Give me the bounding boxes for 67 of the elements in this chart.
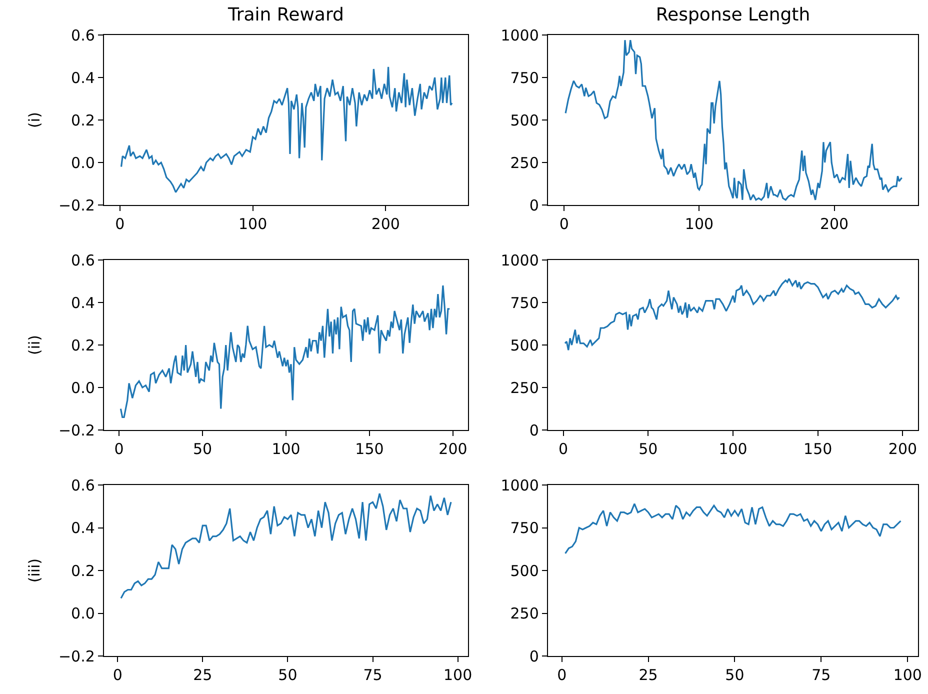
- x-tick-label: 100: [684, 215, 714, 234]
- x-tick-label: 0: [112, 666, 122, 684]
- y-tick-label: 0: [529, 196, 539, 214]
- y-tick-label: 1000: [500, 251, 539, 270]
- x-tick-label: 75: [363, 666, 382, 684]
- y-tick-label: 750: [510, 519, 539, 537]
- y-tick-label: 250: [510, 154, 539, 172]
- x-tick-label: 100: [272, 440, 300, 458]
- chart-title: Train Reward: [227, 4, 344, 26]
- y-tick-label: 500: [510, 111, 539, 130]
- x-tick-label: 0: [558, 440, 568, 458]
- y-tick-label: −0.2: [58, 421, 95, 440]
- line-series: [120, 284, 450, 418]
- x-tick-label: 0: [557, 666, 567, 684]
- y-axis-title: (ii): [26, 334, 44, 356]
- y-tick-label: 0.0: [71, 154, 95, 172]
- y-tick-label: 1000: [500, 26, 539, 44]
- chart-title: Response Length: [656, 4, 810, 26]
- y-tick-label: 0.2: [71, 111, 95, 130]
- y-tick-label: 500: [510, 562, 539, 580]
- x-tick-label: 200: [820, 215, 849, 234]
- x-tick-label: 150: [804, 440, 832, 458]
- x-tick-label: 50: [725, 666, 744, 684]
- y-tick-label: 250: [510, 378, 539, 397]
- y-axis-title: (i): [26, 112, 44, 128]
- x-tick-label: 100: [893, 666, 922, 684]
- x-tick-label: 100: [443, 666, 472, 684]
- y-tick-label: 0: [529, 421, 539, 440]
- y-tick-label: 0.4: [71, 294, 95, 312]
- x-tick-label: 100: [718, 440, 748, 458]
- y-tick-label: −0.2: [58, 196, 95, 214]
- y-tick-label: 0.4: [71, 519, 95, 537]
- y-axis-title: (iii): [26, 558, 44, 583]
- x-tick-label: 150: [355, 440, 384, 458]
- y-tick-label: 0.6: [71, 476, 95, 494]
- x-tick-label: 0: [114, 440, 124, 458]
- x-tick-label: 200: [438, 440, 468, 458]
- y-tick-label: 0.2: [71, 562, 95, 580]
- y-tick-label: −0.2: [58, 647, 95, 666]
- y-tick-label: 1000: [500, 476, 539, 494]
- y-tick-label: 250: [510, 604, 539, 622]
- x-tick-label: 50: [192, 440, 212, 458]
- y-tick-label: 0: [529, 647, 539, 666]
- x-tick-label: 100: [238, 215, 268, 234]
- x-tick-label: 0: [559, 215, 569, 234]
- line-series: [564, 39, 903, 201]
- line-series: [120, 492, 452, 600]
- y-tick-label: 0.4: [71, 68, 95, 87]
- y-tick-label: 500: [510, 336, 539, 354]
- x-tick-label: 25: [193, 666, 212, 684]
- x-tick-label: 200: [371, 215, 400, 234]
- line-series: [564, 278, 900, 351]
- x-tick-label: 25: [638, 666, 658, 684]
- x-tick-label: 0: [115, 215, 125, 234]
- y-tick-label: 0.6: [71, 251, 95, 270]
- y-tick-label: 750: [510, 294, 539, 312]
- y-tick-label: 0.0: [71, 378, 95, 397]
- x-tick-label: 75: [812, 666, 831, 684]
- x-tick-label: 50: [278, 666, 298, 684]
- line-series: [120, 66, 453, 194]
- x-tick-label: 200: [888, 440, 918, 458]
- line-series: [564, 503, 902, 554]
- y-tick-label: 0.6: [71, 26, 95, 44]
- y-tick-label: 750: [510, 68, 539, 87]
- y-tick-label: 0.0: [71, 604, 95, 622]
- y-tick-label: 0.2: [71, 336, 95, 354]
- x-tick-label: 50: [638, 440, 658, 458]
